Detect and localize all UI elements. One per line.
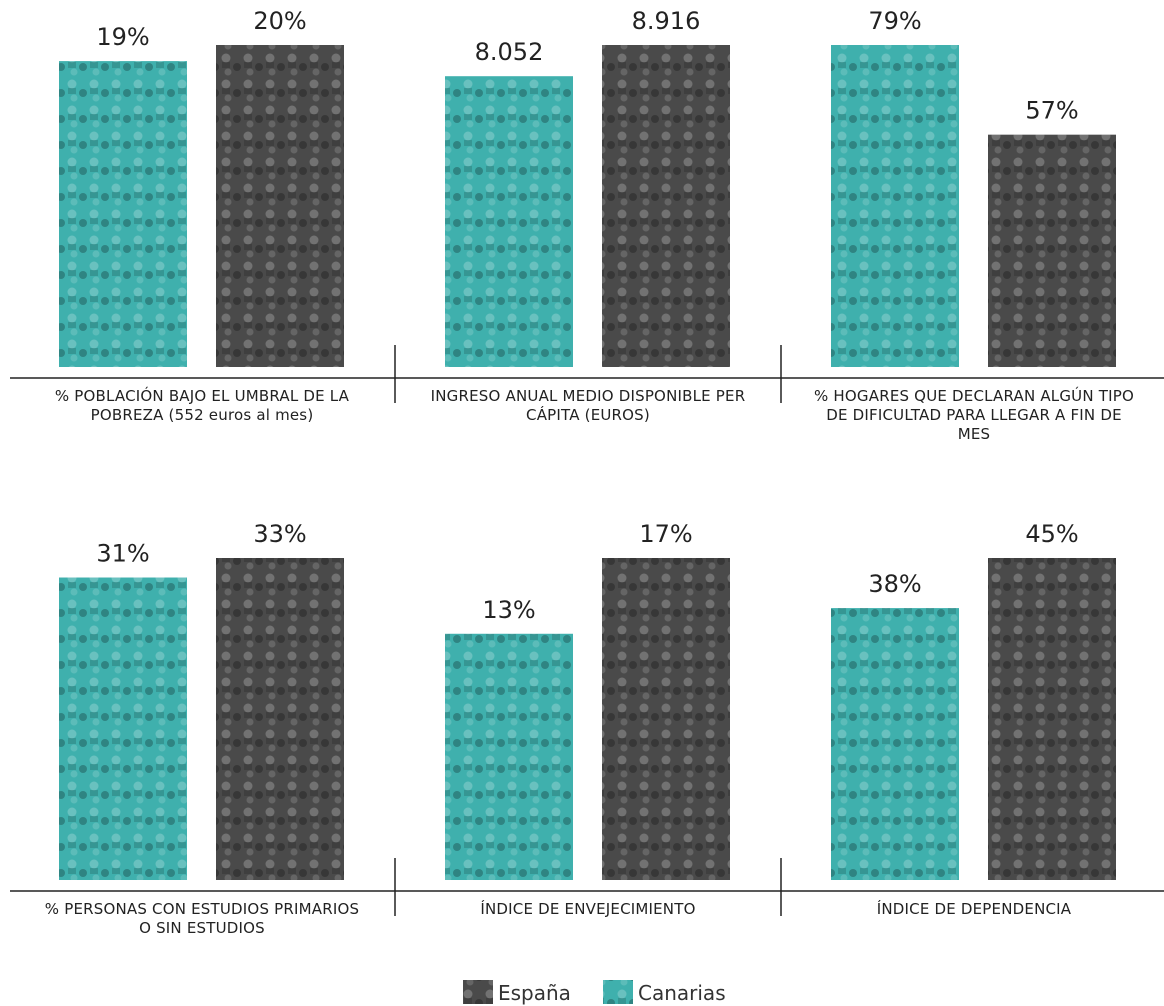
category-label: % PERSONAS CON ESTUDIOS PRIMARIOS O SIN … xyxy=(44,900,360,937)
bar-texture xyxy=(988,134,1116,367)
bar-texture xyxy=(59,61,187,367)
bar-texture xyxy=(602,45,730,367)
value-label: 38% xyxy=(868,570,921,598)
value-label: 33% xyxy=(253,520,306,548)
value-label: 57% xyxy=(1025,97,1078,125)
bar-texture xyxy=(216,45,344,367)
value-label: 20% xyxy=(253,7,306,35)
legend-texture xyxy=(463,980,493,1004)
value-label: 8.916 xyxy=(632,7,701,35)
bar-texture xyxy=(216,558,344,880)
value-label: 79% xyxy=(868,7,921,35)
value-label: 17% xyxy=(639,520,692,548)
bar-texture xyxy=(831,45,959,367)
category-label: ÍNDICE DE DEPENDENCIA xyxy=(876,900,1072,918)
bar-texture xyxy=(988,558,1116,880)
bar-texture xyxy=(602,558,730,880)
category-label: ÍNDICE DE ENVEJECIMIENTO xyxy=(480,900,696,918)
legend-label: Canarias xyxy=(638,981,726,1005)
value-label: 45% xyxy=(1025,520,1078,548)
value-label: 13% xyxy=(482,596,535,624)
bar-texture xyxy=(445,633,573,880)
bar-texture xyxy=(445,76,573,367)
legend-texture xyxy=(603,980,633,1004)
value-label: 31% xyxy=(96,540,149,568)
category-label: % POBLACIÓN BAJO EL UMBRAL DE LA POBREZA… xyxy=(54,387,350,424)
category-label: INGRESO ANUAL MEDIO DISPONIBLE PER CÁPIT… xyxy=(430,387,746,424)
bar-texture xyxy=(831,608,959,880)
value-label: 19% xyxy=(96,23,149,51)
legend-label: España xyxy=(498,981,571,1005)
value-label: 8.052 xyxy=(475,38,544,66)
category-label: % HOGARES QUE DECLARAN ALGÚN TIPO DE DIF… xyxy=(814,387,1134,443)
bar-texture xyxy=(59,577,187,880)
